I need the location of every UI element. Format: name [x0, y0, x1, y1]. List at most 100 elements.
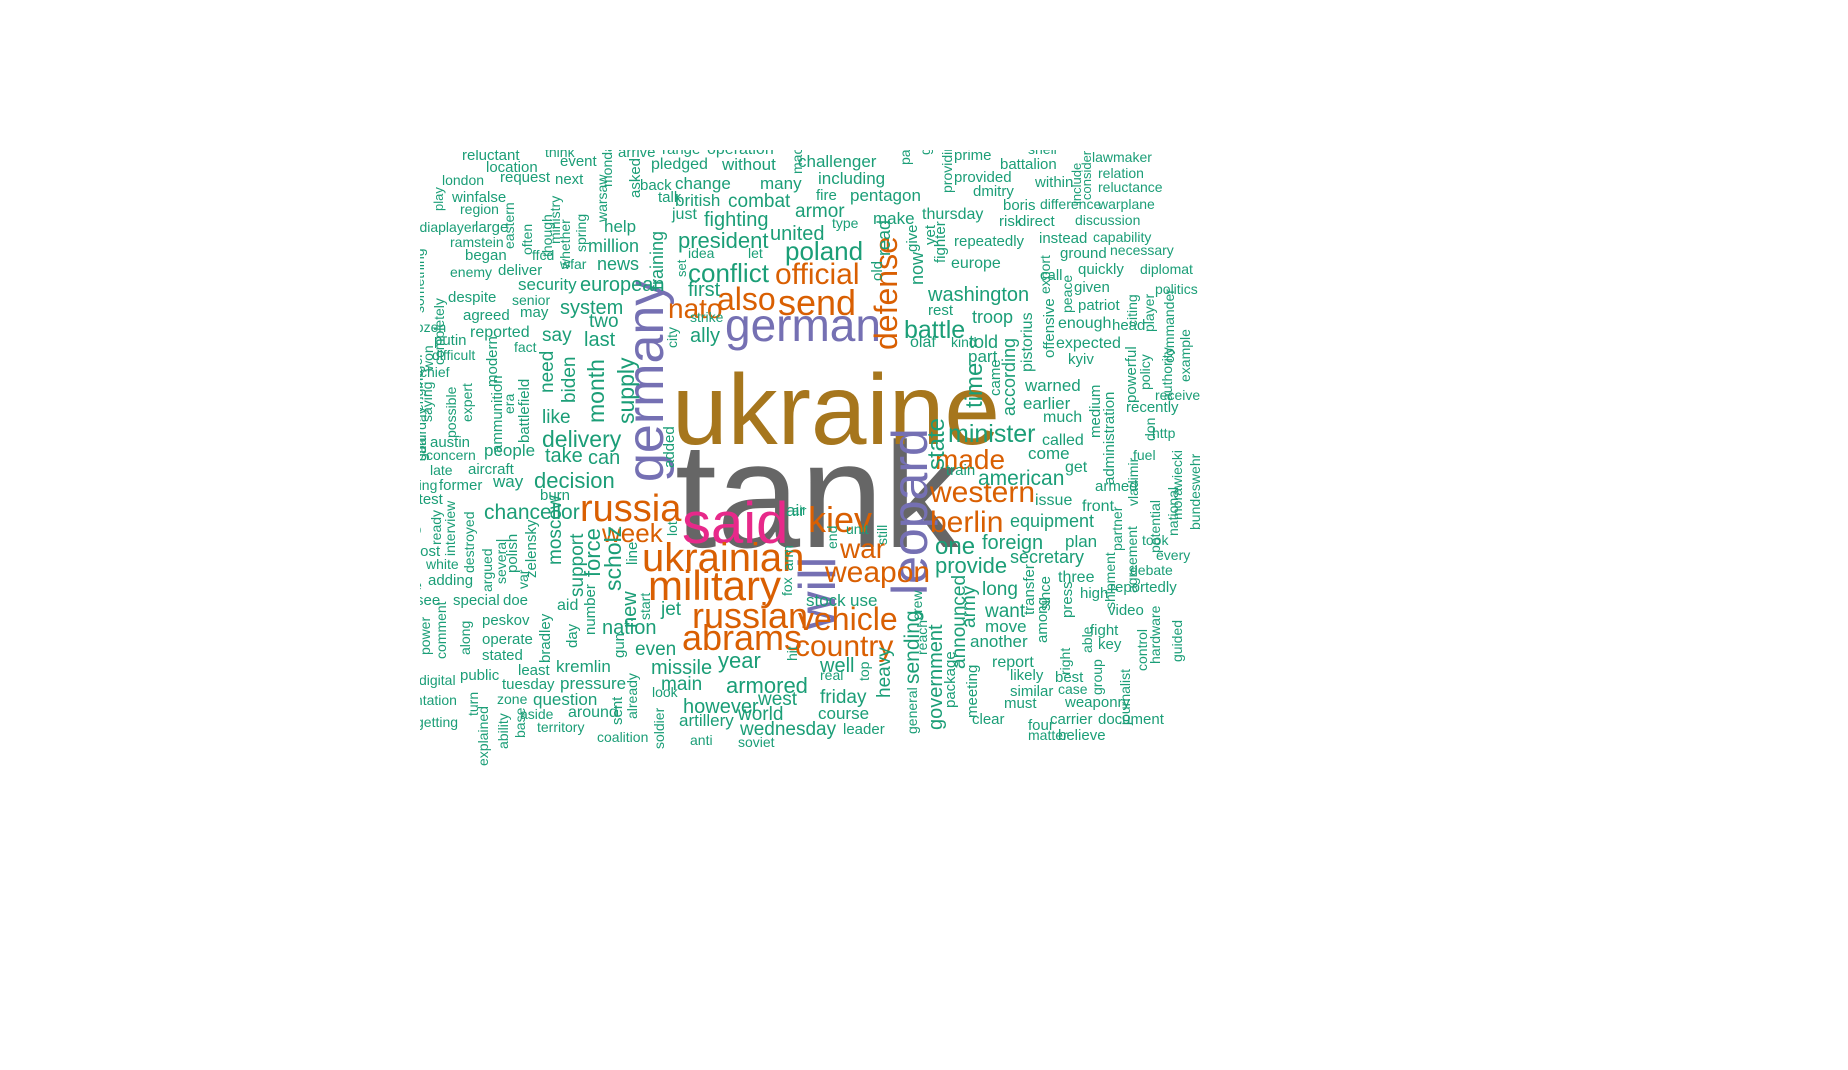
word-missile: missile — [651, 657, 713, 679]
word-train: train — [946, 462, 976, 479]
word-even: even — [635, 639, 677, 660]
word-way: way — [493, 472, 524, 491]
word-case: case — [1058, 681, 1088, 697]
word-thursday: thursday — [922, 206, 984, 223]
word-call: call — [1040, 267, 1063, 284]
word-pistorius: pistorius — [1019, 312, 1036, 372]
word-german: german — [725, 299, 881, 351]
word-fighter: fighter — [932, 220, 949, 263]
word-range: range — [662, 150, 700, 157]
word-unit: unit — [846, 521, 869, 537]
word-million: million — [588, 236, 640, 256]
word-shell: shell — [1028, 150, 1057, 156]
word-weaponry: weaponry — [1065, 694, 1131, 711]
word-prime: prime — [954, 150, 992, 164]
word-spring: spring — [573, 213, 589, 252]
word-battlefield: battlefield — [516, 378, 533, 443]
word-special: special — [453, 592, 500, 609]
word-instead: instead — [1039, 230, 1088, 247]
word-digital: digital — [420, 672, 456, 688]
word-chief: chief — [420, 364, 450, 380]
word-system: system — [560, 297, 624, 319]
word-minister: minister — [948, 420, 1036, 448]
word-country: country — [795, 630, 894, 663]
word-provided: provided — [954, 169, 1012, 186]
word-still: still — [874, 524, 890, 545]
word-abrams: abrams — [682, 617, 803, 658]
word-send: send — [778, 282, 857, 323]
word-eastern: eastern — [501, 202, 517, 249]
word-among: among — [1034, 596, 1051, 643]
word-added: added — [661, 425, 678, 468]
word-lot: lot — [664, 521, 680, 536]
word-number: number — [582, 584, 599, 635]
word-arrive: arrive — [618, 150, 656, 161]
word-going: going — [917, 150, 933, 155]
word-argued: argued — [479, 548, 495, 592]
word-difficult: difficult — [432, 347, 476, 363]
word-quickly: quickly — [1078, 261, 1124, 278]
word-public: public — [460, 667, 500, 684]
word-despite: despite — [448, 289, 497, 306]
word-event: event — [560, 153, 597, 170]
word-comment: comment — [433, 601, 449, 659]
word-report: report — [992, 654, 1034, 671]
word-possible: possible — [443, 386, 459, 438]
word-artillery: artillery — [679, 711, 734, 730]
word-late: late — [430, 462, 453, 478]
word-top: top — [856, 661, 872, 681]
word-old: old — [869, 260, 886, 281]
word-armor: armor — [795, 201, 845, 222]
word-ukrainian: ukrainian — [642, 536, 805, 580]
word-western: western — [930, 476, 1036, 509]
word-olaf: olaf — [910, 334, 936, 351]
word-morawiecki: morawiecki — [1169, 449, 1185, 520]
word-give: give — [904, 224, 921, 252]
word-concern: concern — [426, 447, 476, 463]
word-expected: expected — [1056, 335, 1121, 352]
word-tank: tank — [675, 411, 959, 579]
word-back: back — [640, 177, 672, 194]
word-matter: matter — [1028, 727, 1068, 743]
word-shipment: shipment — [1102, 552, 1118, 609]
word-head: head — [1112, 317, 1146, 334]
word-risk: risk — [999, 213, 1023, 230]
word-play: play — [431, 187, 446, 211]
word-make: make — [873, 209, 915, 228]
word-pentagon: pentagon — [850, 186, 921, 205]
word-dozen: dozen — [420, 319, 447, 335]
word-chancellor: chancellor — [484, 501, 580, 524]
word-high: high — [1080, 585, 1109, 602]
word-also: also — [717, 281, 776, 317]
word-request: request — [500, 169, 551, 186]
word-aircraft: aircraft — [468, 461, 514, 478]
word-providing: providing — [939, 150, 955, 193]
word-arm: arm — [780, 544, 797, 571]
word-many: many — [760, 174, 802, 193]
word-battle: battle — [904, 316, 966, 344]
word-fighting: fighting — [704, 209, 769, 231]
word-difference: difference — [1040, 196, 1102, 212]
word-power: power — [420, 616, 433, 655]
word-london: london — [442, 172, 485, 188]
word-ffcd: ffcd — [532, 247, 555, 263]
word-may: may — [520, 304, 549, 321]
word-type: type — [832, 215, 859, 231]
word-help: help — [604, 217, 637, 236]
word-europe: europe — [951, 255, 1001, 272]
word-reported: reported — [470, 324, 530, 341]
word-expert: expert — [459, 383, 475, 422]
word-general: general — [904, 687, 920, 734]
word-another: another — [970, 632, 1028, 651]
word-say: say — [542, 325, 572, 346]
word-combat: combat — [728, 191, 791, 212]
word-discussion: discussion — [1075, 212, 1141, 228]
word-crew: crew — [909, 590, 925, 620]
word-ministry: ministry — [547, 195, 563, 244]
word-however: however — [683, 696, 759, 718]
word-likely: likely — [1010, 667, 1044, 684]
word-set: set — [674, 259, 689, 277]
word-politics: politics — [1155, 281, 1198, 297]
word-reportedly: reportedly — [1110, 579, 1177, 596]
